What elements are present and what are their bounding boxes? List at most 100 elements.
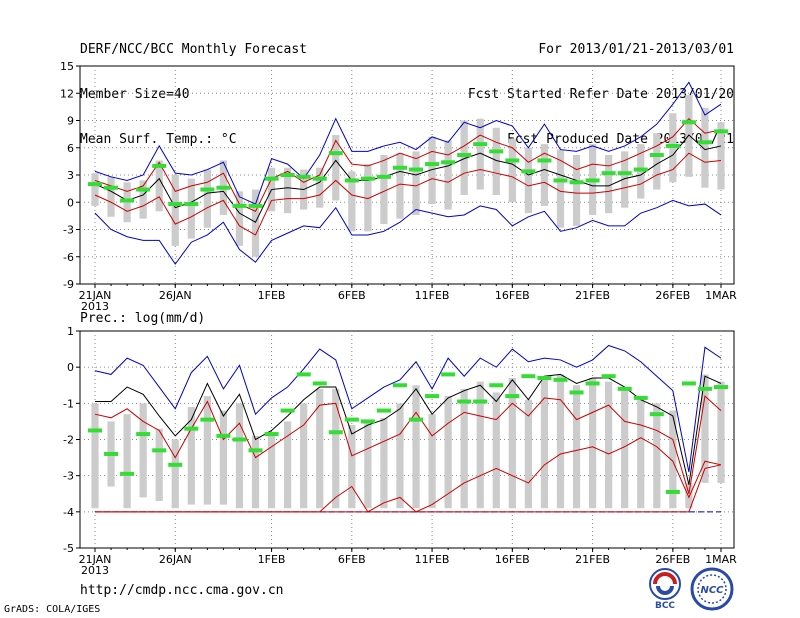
x-tick-label: 21JAN — [79, 553, 112, 566]
median-marker — [697, 386, 712, 391]
median-marker — [473, 399, 488, 404]
median-marker — [264, 432, 279, 437]
median-marker — [152, 163, 167, 168]
ensemble-box — [91, 403, 99, 509]
y-tick-label: 1 — [67, 325, 74, 338]
ensemble-box — [284, 421, 292, 509]
ensemble-box — [492, 127, 500, 195]
median-marker — [248, 448, 263, 453]
ensemble-box — [348, 171, 356, 232]
median-marker — [328, 430, 343, 435]
median-marker — [697, 140, 712, 145]
ensemble-box — [621, 151, 629, 208]
series-p90-line — [94, 395, 722, 494]
y-tick-label: 9 — [67, 115, 74, 128]
median-marker — [521, 374, 536, 379]
median-marker — [168, 462, 183, 467]
ensemble-box — [412, 151, 420, 215]
temperature-panel: -9 -6 -3 0 3 6 9 12 15 21JAN 26JAN 1FEB 6FEB 11FEB 16F… — [60, 60, 737, 313]
ensemble-box — [444, 140, 452, 210]
x-tick-label: 1MAR — [705, 289, 737, 302]
median-marker — [441, 160, 456, 165]
ensemble-box — [203, 169, 211, 228]
x-tick-label: 16FEB — [495, 289, 530, 302]
ensemble-box — [284, 167, 292, 214]
median-marker — [457, 153, 472, 158]
x-tick-label: 6FEB — [338, 289, 366, 302]
bcc-logo-arc-red — [653, 572, 677, 585]
median-marker — [601, 374, 616, 379]
x-tick-label: 26JAN — [159, 553, 192, 566]
median-marker — [714, 385, 728, 390]
y-tick-label: -1 — [63, 397, 74, 410]
median-marker — [136, 187, 151, 192]
x-year-label: 2013 — [81, 300, 109, 313]
median-marker — [104, 451, 119, 456]
x-tick-label: 1MAR — [705, 553, 737, 566]
ensemble-box — [219, 410, 228, 505]
median-marker — [360, 419, 375, 424]
ensemble-box — [396, 153, 404, 219]
ensemble-box — [685, 482, 693, 509]
median-marker — [200, 417, 215, 422]
header-title: DERF/NCC/BCC Monthly Forecast — [80, 42, 307, 57]
ensemble-box — [572, 155, 581, 226]
series-mean-line — [94, 134, 722, 223]
ensemble-box — [588, 378, 597, 509]
ensemble-box — [428, 414, 436, 509]
ensemble-box — [540, 144, 549, 206]
median-marker — [184, 426, 199, 431]
median-marker — [184, 202, 199, 207]
ensemble-box — [123, 414, 131, 509]
median-marker — [280, 408, 295, 413]
bcc-logo-arc-blue — [656, 585, 674, 595]
ensemble-box — [107, 176, 115, 217]
median-marker — [617, 171, 632, 176]
ensemble-box — [235, 403, 244, 509]
median-marker — [665, 143, 680, 148]
median-marker — [617, 386, 632, 391]
ensemble-box — [460, 388, 468, 509]
source-url[interactable]: http://cmdp.ncc.cma.gov.cn — [80, 583, 284, 598]
y-tick-label: 0 — [67, 196, 74, 209]
median-marker — [537, 376, 552, 381]
median-marker — [104, 185, 119, 190]
median-marker — [633, 395, 648, 400]
x-tick-label: 16FEB — [495, 553, 530, 566]
median-marker — [376, 408, 391, 413]
ensemble-box — [653, 133, 661, 190]
median-marker — [553, 178, 568, 183]
ensemble-box — [701, 374, 709, 483]
median-marker — [649, 153, 664, 158]
median-marker — [120, 471, 135, 476]
ensemble-box — [171, 439, 179, 509]
ensemble-box — [685, 95, 693, 177]
ensemble-box — [155, 428, 163, 501]
median-marker — [232, 437, 247, 442]
median-marker — [216, 185, 231, 190]
x-tick-label: 21FEB — [575, 289, 610, 302]
median-marker — [537, 158, 552, 163]
ensemble-box — [332, 135, 340, 201]
ensemble-box — [556, 374, 565, 509]
ensemble-box — [524, 147, 532, 214]
median-marker — [264, 176, 279, 181]
median-marker — [409, 167, 424, 172]
median-marker — [88, 428, 102, 433]
ensemble-box — [476, 381, 484, 509]
median-marker — [296, 174, 311, 179]
median-marker — [585, 381, 600, 386]
ensemble-box — [653, 403, 661, 509]
ensemble-box — [139, 180, 147, 219]
y-tick-label: -2 — [63, 434, 74, 447]
median-marker — [569, 390, 584, 395]
x-tick-label: 11FEB — [415, 289, 450, 302]
median-marker — [425, 394, 440, 399]
ensemble-box — [669, 410, 677, 509]
x-year-label: 2013 — [81, 564, 109, 577]
ensemble-box — [621, 388, 629, 509]
median-marker — [88, 182, 102, 187]
ensemble-box — [251, 435, 260, 509]
ensemble-box — [316, 388, 324, 509]
median-marker — [681, 120, 696, 125]
